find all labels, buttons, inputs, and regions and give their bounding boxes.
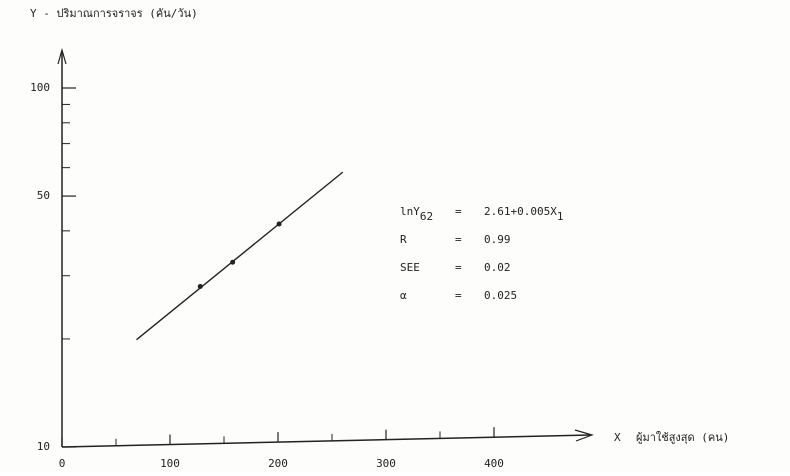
background bbox=[0, 0, 790, 472]
x-tick-label: 100 bbox=[160, 457, 180, 470]
stat-label: R bbox=[400, 233, 407, 246]
stat-value-text: 0.02 bbox=[484, 261, 511, 274]
stat-label-text: SEE bbox=[400, 261, 420, 274]
x-tick-label: 400 bbox=[484, 457, 504, 470]
stat-value: 0.02 bbox=[484, 261, 511, 274]
equals: = bbox=[455, 289, 462, 302]
x-axis-symbol: X bbox=[614, 431, 621, 444]
y-axis-label: Y - ปริมาณการจราจร (คัน/วัน) bbox=[30, 7, 198, 20]
stat-value-sub: 1 bbox=[557, 210, 564, 223]
x-tick-label: 200 bbox=[268, 457, 288, 470]
point bbox=[198, 284, 203, 289]
stat-label-sub: 62 bbox=[420, 210, 433, 223]
stat-value-text: 0.025 bbox=[484, 289, 517, 302]
chart: Y - ปริมาณการจราจร (คัน/วัน) X ผู้มาใช้ส… bbox=[0, 0, 790, 472]
x-axis-label: ผู้มาใช้สูงสุด (คน) bbox=[636, 431, 729, 444]
stat-value-text: 0.99 bbox=[484, 233, 511, 246]
equals: = bbox=[455, 205, 462, 218]
equals: = bbox=[455, 233, 462, 246]
stat-value: 0.99 bbox=[484, 233, 511, 246]
stat-label: SEE bbox=[400, 261, 420, 274]
y-tick-label: 100 bbox=[30, 81, 50, 94]
point bbox=[277, 221, 282, 226]
stat-value: 0.025 bbox=[484, 289, 517, 302]
y-tick-label: 50 bbox=[37, 189, 50, 202]
stat-label: α bbox=[400, 289, 407, 302]
point bbox=[230, 260, 235, 265]
equals: = bbox=[455, 261, 462, 274]
stat-value-text: 2.61+0.005X bbox=[484, 205, 557, 218]
y-tick-label: 10 bbox=[37, 440, 50, 453]
stat-label-text: lnY bbox=[400, 205, 420, 218]
x-tick-label: 300 bbox=[376, 457, 396, 470]
x-tick-label: 0 bbox=[59, 457, 66, 470]
stat-label-text: R bbox=[400, 233, 407, 246]
stat-label-text: α bbox=[400, 289, 407, 302]
